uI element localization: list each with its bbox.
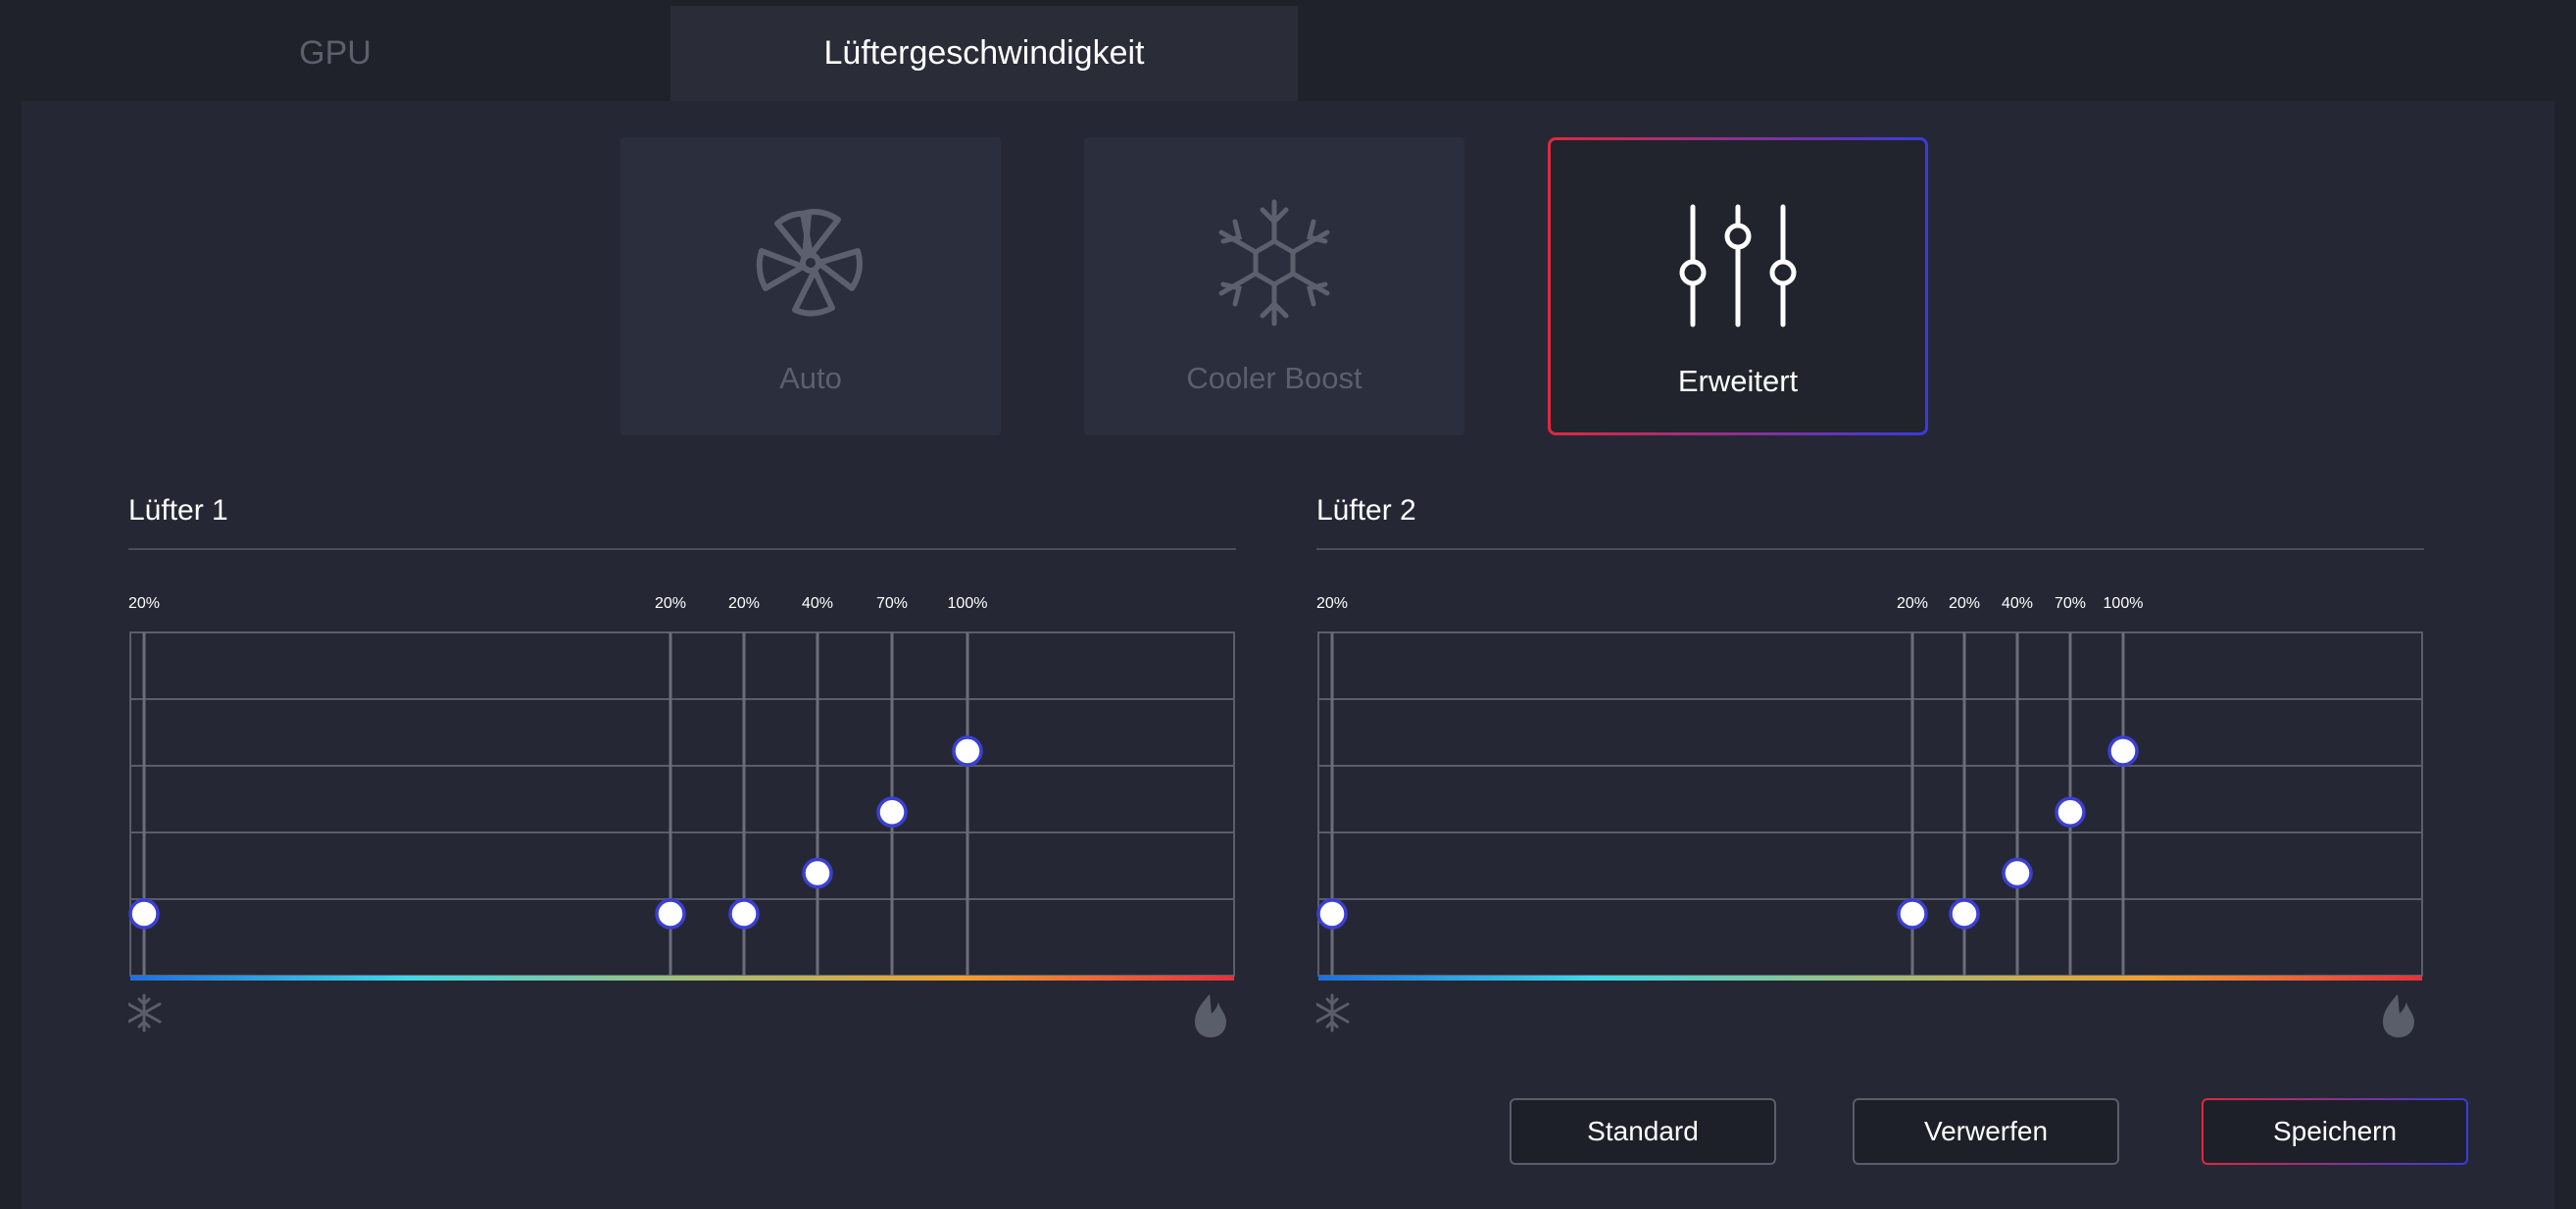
curve-point-handle[interactable] bbox=[655, 898, 686, 930]
mode-advanced-card[interactable]: Erweitert bbox=[1548, 137, 1928, 435]
save-button[interactable]: Speichern bbox=[2202, 1098, 2468, 1165]
chart-frame bbox=[129, 631, 1235, 977]
hot-flame-icon bbox=[1195, 994, 1226, 1037]
fan1-curve-chart: 20% 20% 20% 40% 70% 100% bbox=[128, 595, 1235, 1037]
curve-point-label: 40% bbox=[802, 595, 833, 612]
mode-auto-card[interactable]: Auto bbox=[620, 137, 1001, 435]
mode-auto-label: Auto bbox=[779, 361, 842, 395]
sliders-icon bbox=[1679, 204, 1797, 327]
curve-point-label: 20% bbox=[128, 595, 160, 612]
curve-point-handle[interactable] bbox=[802, 857, 833, 889]
tab-fan-speed[interactable]: Lüftergeschwindigkeit bbox=[670, 6, 1298, 101]
curve-point-handle[interactable] bbox=[1949, 898, 1980, 930]
snowflake-icon bbox=[1218, 199, 1330, 327]
curve-point-label: 20% bbox=[655, 595, 686, 612]
curve-point-handle[interactable] bbox=[1897, 898, 1928, 930]
tab-gpu[interactable]: GPU bbox=[0, 6, 670, 101]
curve-point-label: 20% bbox=[728, 595, 760, 612]
curve-point-handle[interactable] bbox=[952, 735, 983, 767]
fan1-title: Lüfter 1 bbox=[128, 494, 228, 527]
curve-point-handle[interactable] bbox=[876, 796, 908, 828]
cold-snowflake-icon bbox=[1316, 993, 1350, 1033]
curve-point-label: 20% bbox=[1949, 595, 1980, 612]
temperature-gradient-bar bbox=[1318, 976, 2422, 981]
curve-point-label: 40% bbox=[2002, 595, 2033, 612]
fan-icon bbox=[756, 209, 863, 317]
discard-button[interactable]: Verwerfen bbox=[1853, 1098, 2119, 1165]
curve-point-label: 100% bbox=[2104, 595, 2144, 612]
curve-point-label: 20% bbox=[1897, 595, 1928, 612]
curve-point-handle[interactable] bbox=[2055, 796, 2086, 828]
standard-button[interactable]: Standard bbox=[1510, 1098, 1776, 1165]
curve-point-handle[interactable] bbox=[1316, 898, 1348, 930]
curve-point-handle[interactable] bbox=[2107, 735, 2139, 767]
fan2-curve-chart: 20% 20% 20% 40% 70% 100% bbox=[1316, 595, 2423, 1037]
hot-flame-icon bbox=[2383, 994, 2414, 1037]
fan1-divider bbox=[128, 548, 1236, 550]
cold-snowflake-icon bbox=[128, 993, 162, 1033]
mode-cooler-boost-label: Cooler Boost bbox=[1186, 361, 1362, 395]
tab-bar: GPU Lüftergeschwindigkeit bbox=[0, 0, 2576, 101]
curve-point-handle[interactable] bbox=[728, 898, 760, 930]
curve-point-handle[interactable] bbox=[2002, 857, 2033, 889]
curve-point-label: 70% bbox=[2055, 595, 2086, 612]
curve-point-label: 70% bbox=[876, 595, 908, 612]
chart-frame bbox=[1317, 631, 2423, 977]
fan2-divider bbox=[1316, 548, 2424, 550]
curve-point-label: 100% bbox=[948, 595, 988, 612]
curve-point-handle[interactable] bbox=[128, 898, 160, 930]
fan2-title: Lüfter 2 bbox=[1316, 494, 1416, 527]
mode-cooler-boost-card[interactable]: Cooler Boost bbox=[1084, 137, 1464, 435]
mode-advanced-label: Erweitert bbox=[1677, 364, 1799, 398]
curve-point-label: 20% bbox=[1316, 595, 1348, 612]
temperature-gradient-bar bbox=[130, 976, 1234, 981]
